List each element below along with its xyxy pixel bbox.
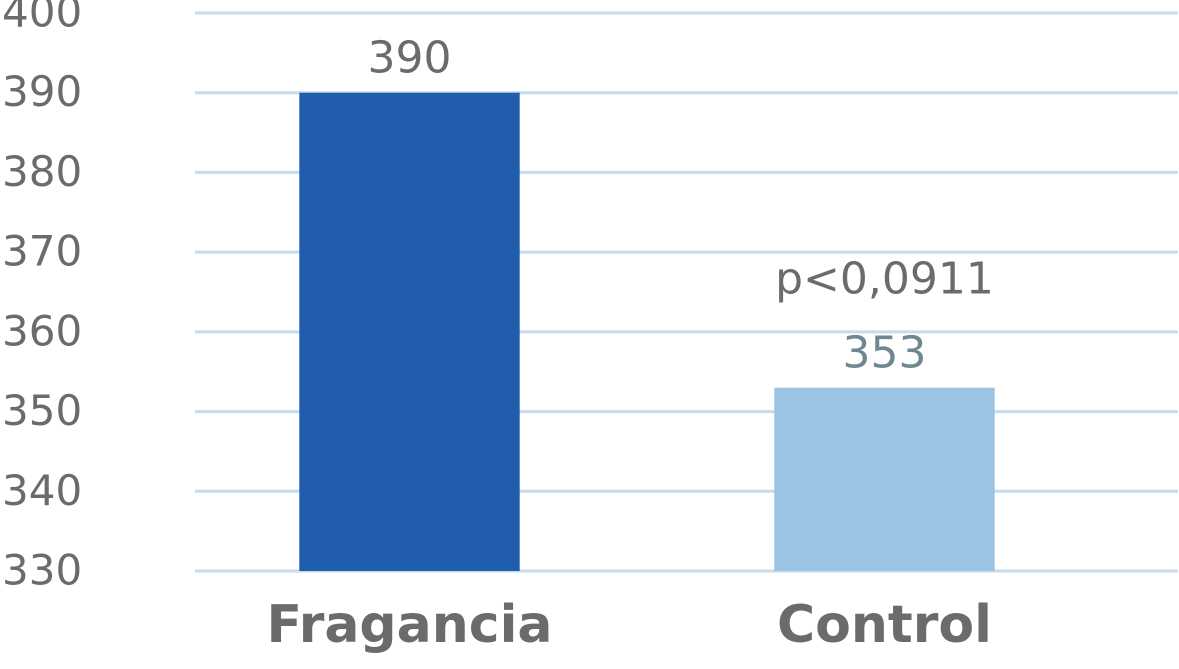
y-tick-label: 390: [2, 67, 82, 116]
x-tick-label: Fragancia: [267, 595, 553, 655]
y-tick-label: 370: [2, 227, 82, 276]
bar: [774, 387, 995, 571]
y-tick-label: 400: [2, 0, 82, 37]
value-label: 390: [368, 33, 452, 84]
y-tick-label: 360: [2, 306, 82, 355]
bar: [299, 92, 520, 571]
y-tick-label: 380: [2, 147, 82, 196]
y-tick-label: 340: [2, 466, 82, 515]
value-label: 353: [843, 328, 927, 379]
y-tick-label: 330: [2, 546, 82, 595]
annotation: p<0,0911: [775, 254, 994, 305]
y-tick-label: 350: [2, 386, 82, 435]
x-tick-label: Control: [777, 595, 992, 655]
